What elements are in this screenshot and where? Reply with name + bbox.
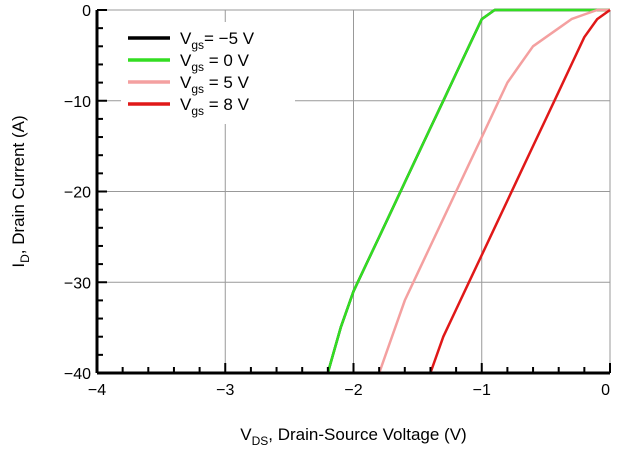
x-axis-title: VDS, Drain-Source Voltage (V): [240, 425, 466, 448]
x-axis-title-sub: DS: [252, 434, 269, 448]
x-axis-title-main: V: [240, 425, 252, 444]
y-tick-label: −30: [64, 275, 91, 292]
x-axis-title-rest: , Drain-Source Voltage (V): [268, 425, 466, 444]
x-tick-label: −3: [216, 382, 234, 399]
legend-label: Vgs = 0 V: [180, 51, 250, 74]
tick-labels: −4 −3 −2 −1 00−10−20−30−40: [64, 3, 610, 399]
series-layer: [326, 8, 611, 374]
legend-label: Vgs = 8 V: [180, 95, 250, 118]
x-tick-label: 0: [601, 382, 610, 399]
x-tick-label: −4: [88, 382, 106, 399]
x-tick-label: −1: [473, 382, 491, 399]
legend-label: Vgs = 5 V: [180, 73, 250, 96]
y-axis-title: ID, Drain Current (A): [9, 115, 32, 267]
y-tick-label: 0: [82, 3, 91, 20]
ticks: [96, 9, 611, 374]
y-tick-label: −20: [64, 185, 91, 202]
series-line-3: [429, 8, 611, 374]
series-line-2: [378, 8, 610, 374]
series-line-1: [326, 8, 610, 374]
legend-label: Vgs= −5 V: [180, 29, 255, 52]
y-tick-label: −10: [64, 94, 91, 111]
y-axis-title-main: I: [9, 263, 28, 268]
y-tick-label: −40: [64, 366, 91, 383]
x-tick-label: −2: [344, 382, 362, 399]
y-axis-title-rest: , Drain Current (A): [9, 115, 28, 254]
y-axis-title-sub: D: [18, 254, 32, 263]
